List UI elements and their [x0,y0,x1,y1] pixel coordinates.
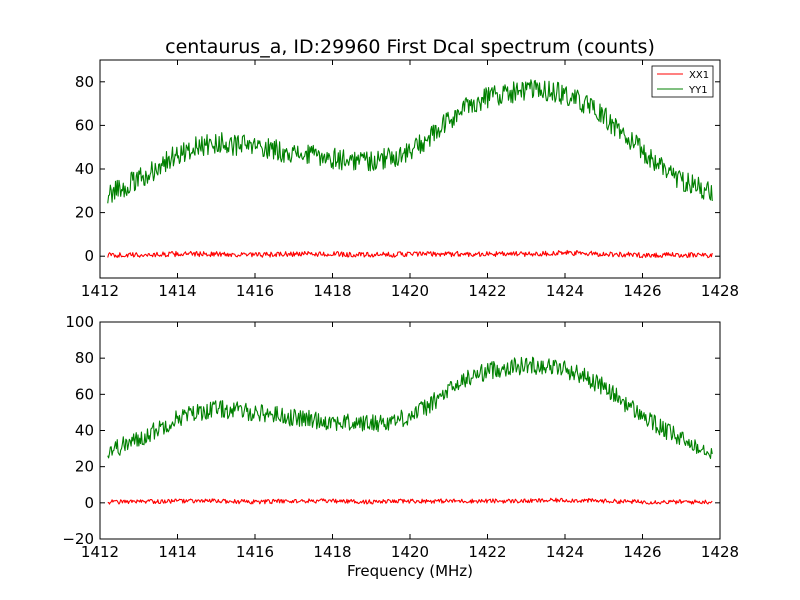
top-ticks-layer: 1412 1414 1416 1418 1420 1422 1424 1426 1428 0 20 4… [75,60,739,300]
x-tick-label: 1426 [623,282,661,300]
legend-label-yy1: YY1 [688,85,708,96]
y-tick-label: 80 [75,73,94,91]
chart-legend: XX1 YY1 [651,65,714,98]
y-tick-label: −20 [62,530,94,548]
series-line-yy1-panel-0 [107,79,713,204]
x-tick-label: 1428 [701,543,739,561]
top-spectrum-panel: 1412 1414 1416 1418 1420 1422 1424 1426 1428 0 20 4… [75,59,739,300]
bottom-ticks-layer: 1412 1414 1416 1418 1420 1422 1424 1426 1428 −20 0… [62,313,739,561]
bottom-spectrum-panel: 1412 1414 1416 1418 1420 1422 1424 1426 1428 −20 0… [62,313,739,561]
x-tick-label: 1428 [701,282,739,300]
x-tick-label: 1416 [236,282,274,300]
x-tick-label: 1424 [546,282,584,300]
x-tick-label: 1422 [468,543,506,561]
x-tick-label: 1412 [81,543,119,561]
x-tick-label: 1422 [468,282,506,300]
x-tick-label: 1414 [158,282,196,300]
x-tick-label: 1426 [623,543,661,561]
y-tick-label: 100 [65,313,94,331]
bottom-series-layer [107,356,713,505]
x-tick-label: 1416 [236,543,274,561]
x-tick-label: 1418 [313,282,351,300]
y-tick-label: 0 [84,494,94,512]
x-tick-label: 1414 [158,543,196,561]
top-series-layer [107,79,713,259]
y-tick-label: 40 [75,422,94,440]
y-tick-label: 60 [75,385,94,403]
y-tick-label: 20 [75,204,94,222]
y-tick-label: 60 [75,116,94,134]
series-line-series-1-panel-1 [107,356,713,460]
x-tick-label: 1420 [391,543,429,561]
legend-label-xx1: XX1 [689,70,709,81]
x-axis-label: Frequency (MHz) [347,562,473,580]
x-tick-label: 1424 [546,543,584,561]
series-line-xx1-panel-0 [107,249,713,259]
y-tick-label: 80 [75,349,94,367]
y-tick-label: 20 [75,458,94,476]
y-tick-label: 40 [75,160,94,178]
x-tick-label: 1420 [391,282,429,300]
chart-title: centaurus_a, ID:29960 First Dcal spectru… [165,36,655,58]
legend-box [651,65,714,98]
y-tick-label: 0 [84,247,94,265]
series-line-series-0-panel-1 [107,497,713,505]
x-tick-label: 1412 [81,282,119,300]
x-tick-label: 1418 [313,543,351,561]
